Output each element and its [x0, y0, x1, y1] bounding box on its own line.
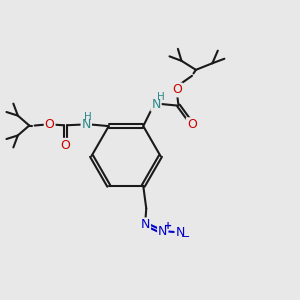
Text: H: H: [157, 92, 165, 102]
Text: O: O: [172, 83, 182, 96]
Text: O: O: [45, 118, 55, 131]
Text: +: +: [164, 221, 172, 231]
Text: N: N: [158, 225, 167, 238]
Text: N: N: [176, 226, 185, 238]
Text: N: N: [82, 118, 91, 131]
Text: N: N: [141, 218, 150, 231]
Text: O: O: [60, 139, 70, 152]
Text: N: N: [151, 98, 161, 110]
Text: H: H: [84, 112, 91, 122]
Text: O: O: [187, 118, 196, 131]
Text: −: −: [181, 232, 190, 242]
